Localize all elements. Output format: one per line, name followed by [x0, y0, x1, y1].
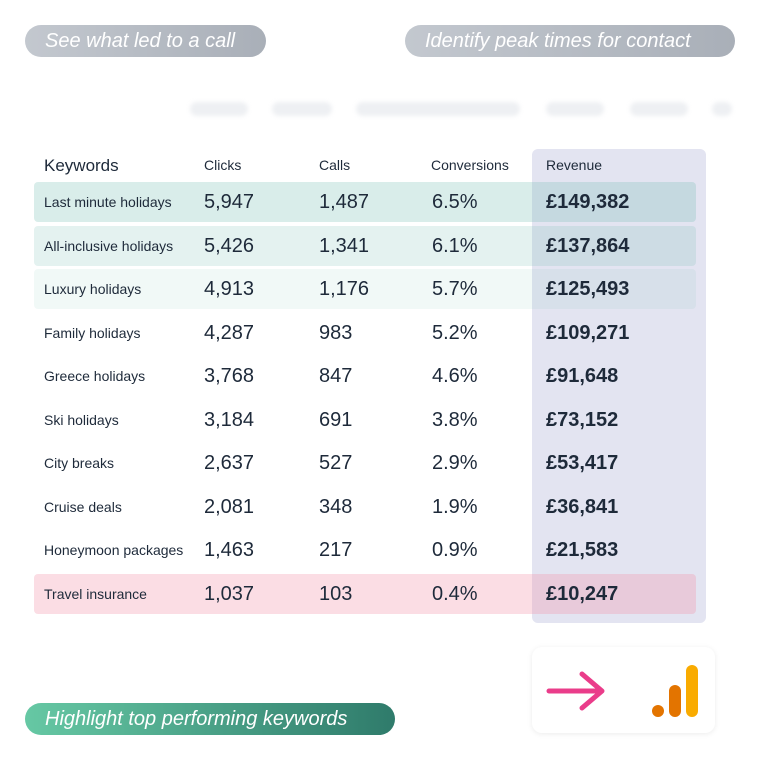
peak-times-pill: Identify peak times for contact: [405, 25, 735, 57]
revenue-cell: £21,583: [546, 539, 619, 561]
keyword-cell: Greece holidays: [44, 368, 146, 384]
conversions-cell: 0.9%: [432, 539, 478, 561]
keyword-cell: Cruise deals: [44, 499, 122, 515]
clicks-cell: 2,081: [204, 496, 255, 518]
clicks-cell: 1,037: [204, 583, 255, 605]
keyword-cell: Travel insurance: [44, 586, 147, 602]
clicks-cell: 3,768: [204, 365, 255, 387]
table-row: All-inclusive holidays 5,426 1,341 6.1% …: [34, 226, 696, 266]
calls-cell: 1,341: [319, 235, 370, 257]
arrow-right-icon: [546, 671, 605, 711]
header-clicks: Clicks: [204, 157, 242, 173]
clicks-cell: 2,637: [204, 452, 255, 474]
see-call-source-pill: See what led to a call: [25, 25, 266, 57]
calls-cell: 691: [319, 409, 353, 431]
analytics-integration-card: [532, 647, 715, 733]
background-toolbar: [60, 82, 750, 134]
calls-cell: 1,176: [319, 278, 370, 300]
top-keywords-pill: Highlight top performing keywords: [25, 703, 395, 735]
revenue-column-highlight: [532, 149, 706, 623]
revenue-cell: £125,493: [546, 278, 630, 300]
revenue-cell: £36,841: [546, 496, 619, 518]
table-header: Keywords Clicks Calls Conversions Revenu…: [0, 149, 760, 183]
revenue-cell: £53,417: [546, 452, 619, 474]
table-row: Honeymoon packages 1,463 217 0.9% £21,58…: [34, 530, 696, 570]
keyword-cell: City breaks: [44, 455, 115, 471]
conversions-cell: 4.6%: [432, 365, 478, 387]
clicks-cell: 5,426: [204, 235, 255, 257]
clicks-cell: 4,287: [204, 322, 255, 344]
keyword-cell: All-inclusive holidays: [44, 238, 174, 254]
conversions-cell: 2.9%: [432, 452, 478, 474]
calls-cell: 847: [319, 365, 353, 387]
keyword-cell: Ski holidays: [44, 412, 119, 428]
table-row: Travel insurance 1,037 103 0.4% £10,247: [34, 574, 696, 614]
conversions-cell: 3.8%: [432, 409, 478, 431]
table-row: Ski holidays 3,184 691 3.8% £73,152: [34, 400, 696, 440]
calls-cell: 1,487: [319, 191, 370, 213]
conversions-cell: 5.7%: [432, 278, 478, 300]
conversions-cell: 6.5%: [432, 191, 478, 213]
conversions-cell: 5.2%: [432, 322, 478, 344]
revenue-cell: £73,152: [546, 409, 619, 431]
calls-cell: 217: [319, 539, 353, 561]
keyword-cell: Luxury holidays: [44, 281, 142, 297]
keyword-cell: Family holidays: [44, 325, 141, 341]
conversions-cell: 0.4%: [432, 583, 478, 605]
revenue-cell: £10,247: [546, 583, 619, 605]
calls-cell: 527: [319, 452, 353, 474]
google-analytics-icon: [652, 665, 698, 717]
keyword-cell: Honeymoon packages: [44, 542, 184, 558]
calls-cell: 983: [319, 322, 353, 344]
revenue-cell: £91,648: [546, 365, 619, 387]
table-row: Greece holidays 3,768 847 4.6% £91,648: [34, 356, 696, 396]
conversions-cell: 1.9%: [432, 496, 478, 518]
header-revenue: Revenue: [546, 157, 603, 173]
header-conversions: Conversions: [431, 157, 509, 173]
header-keywords: Keywords: [44, 156, 119, 175]
table-row: City breaks 2,637 527 2.9% £53,417: [34, 443, 696, 483]
table-row: Luxury holidays 4,913 1,176 5.7% £125,49…: [34, 269, 696, 309]
keyword-cell: Last minute holidays: [44, 194, 172, 210]
clicks-cell: 4,913: [204, 278, 255, 300]
clicks-cell: 5,947: [204, 191, 255, 213]
clicks-cell: 3,184: [204, 409, 255, 431]
revenue-cell: £149,382: [546, 191, 630, 213]
clicks-cell: 1,463: [204, 539, 255, 561]
conversions-cell: 6.1%: [432, 235, 478, 257]
revenue-cell: £137,864: [546, 235, 630, 257]
revenue-cell: £109,271: [546, 322, 630, 344]
table-row: Last minute holidays 5,947 1,487 6.5% £1…: [34, 182, 696, 222]
header-calls: Calls: [319, 157, 351, 173]
calls-cell: 348: [319, 496, 353, 518]
calls-cell: 103: [319, 583, 353, 605]
table-row: Cruise deals 2,081 348 1.9% £36,841: [34, 487, 696, 527]
table-row: Family holidays 4,287 983 5.2% £109,271: [34, 313, 696, 353]
